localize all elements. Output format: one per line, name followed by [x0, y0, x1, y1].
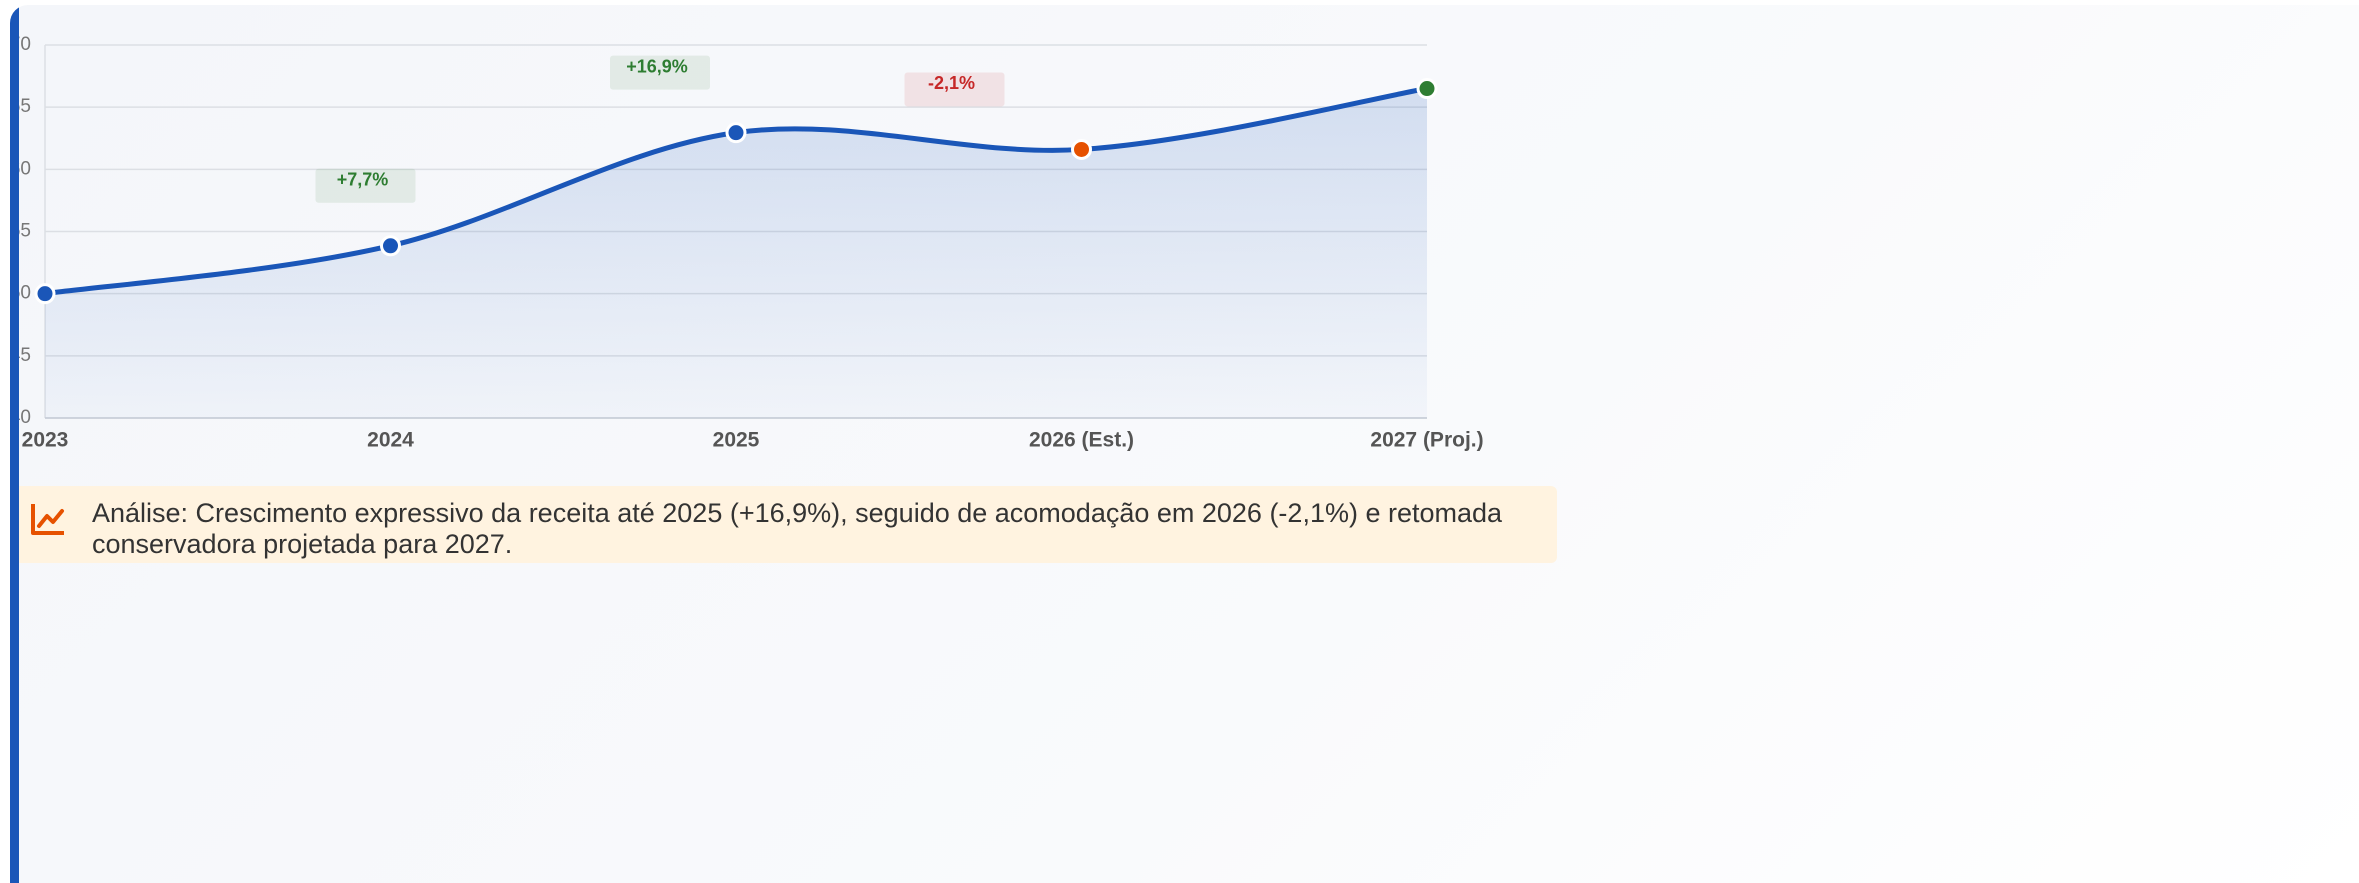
point — [725, 122, 747, 144]
annotation-box — [315, 168, 416, 203]
x-tick-label: 2025 — [713, 429, 760, 452]
point — [1416, 78, 1438, 100]
chart-icon — [31, 504, 64, 535]
analysis-box: Análise: Crescimento expressivo da recei… — [12, 486, 1557, 563]
x-tick-label: 2027 (Proj.) — [1370, 429, 1483, 452]
point — [380, 235, 401, 257]
area — [45, 88, 1427, 419]
x-tick-label: 2024 — [367, 429, 414, 452]
card: 40 45 50 55 60 65 70 2023 2024 2025 2026 (Est.) 202… — [10, 5, 2359, 883]
x-tick-label: 2026 (Est.) — [1029, 429, 1134, 452]
point — [1071, 138, 1092, 160]
x-tick-label: 2023 — [22, 429, 69, 452]
annotation-box — [610, 55, 710, 90]
analysis-text: Análise: Crescimento expressivo da recei… — [92, 498, 1503, 559]
accent-bar — [10, 5, 19, 883]
point — [34, 283, 56, 305]
annotation-label: +7,7% — [337, 170, 389, 190]
annotation-label: -2,1% — [928, 73, 975, 93]
annotation-label: +16,9% — [626, 56, 688, 76]
annotation-box — [904, 72, 1005, 107]
